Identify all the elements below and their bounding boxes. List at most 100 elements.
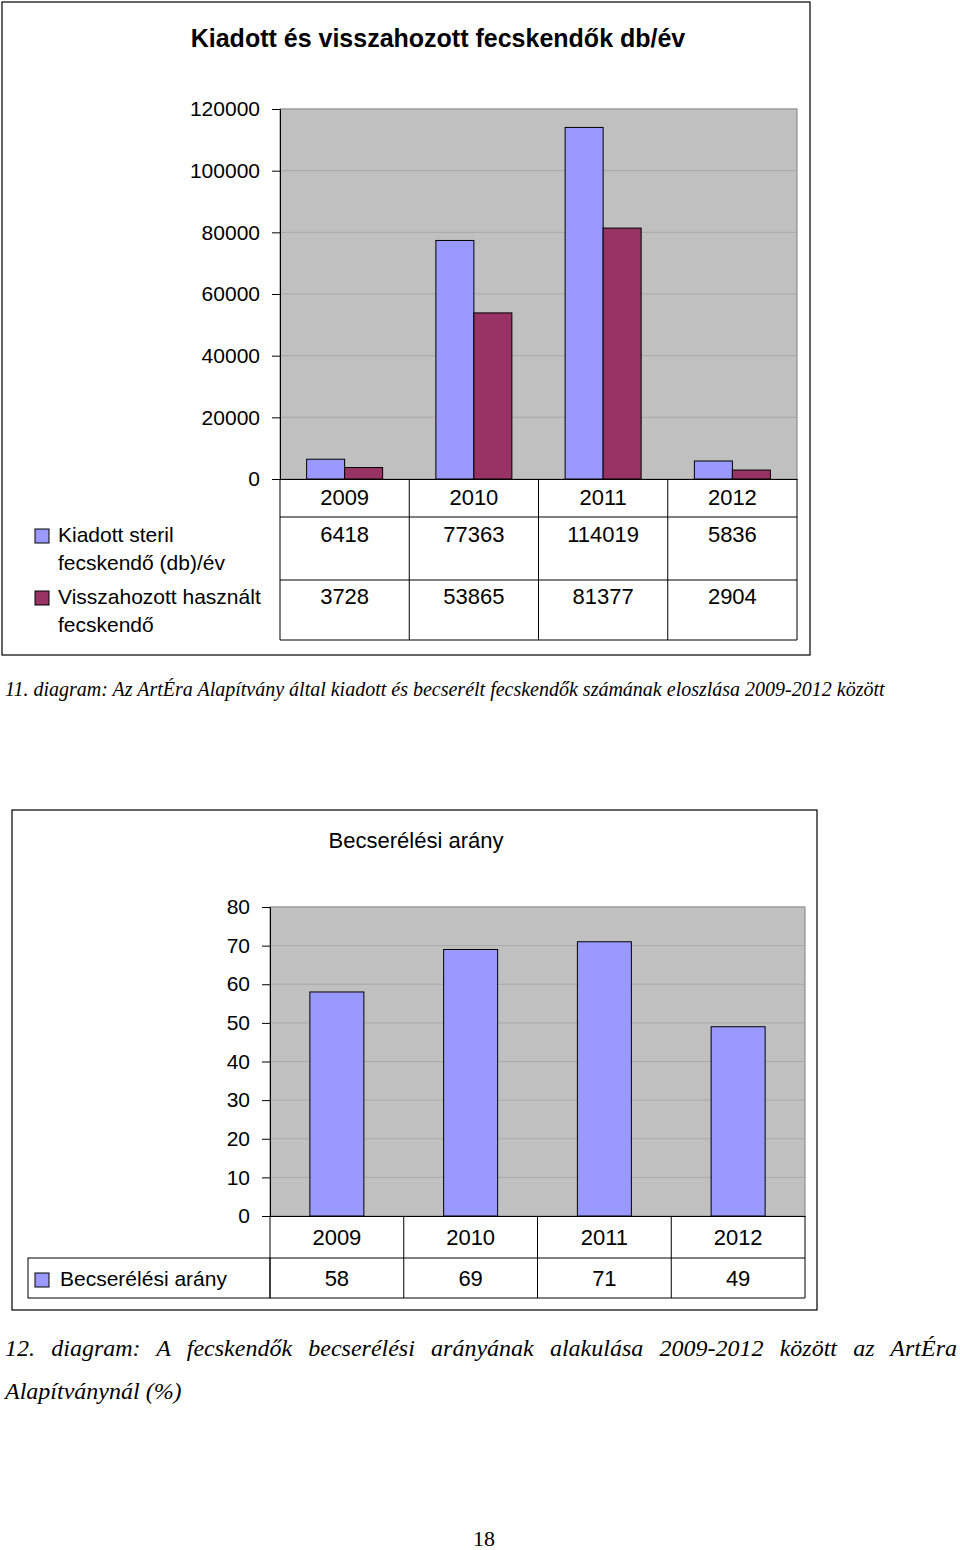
bar [577,942,631,1216]
y-tick-mark [262,1100,270,1101]
plot-area [280,109,797,479]
legend-label: Kiadott sterilfecskendő (db)/év [58,523,225,574]
y-tick: 100000 [190,159,280,182]
x-tick-label: 2011 [579,485,626,510]
y-tick: 0 [238,1204,270,1227]
bar [732,470,770,479]
table-value: 69 [458,1266,482,1291]
grid-line [270,945,805,946]
y-tick-mark [262,1062,270,1063]
x-tick-label: 2012 [708,485,757,510]
y-tick: 40 [227,1050,270,1073]
page: {"chart_data": [ {"type": "bar", "title"… [0,0,960,1550]
y-axis-line [272,110,281,480]
y-tick-label: 30 [227,1088,250,1111]
bars [307,127,771,479]
legend-swatch [35,529,49,543]
y-axis-line [262,908,271,1217]
y-tick-label: 0 [248,467,260,490]
grid-line [270,907,805,908]
grid [280,109,797,479]
y-tick-mark [272,356,280,357]
x-tick: 2011 [579,485,626,510]
page-svg: Kiadott és visszahozott fecskendők db/év… [0,0,960,1550]
y-tick: 60 [227,972,270,995]
grid-line [280,109,797,110]
y-tick: 80000 [202,221,280,244]
y-tick-label: 40000 [202,344,260,367]
y-tick: 10 [227,1166,270,1189]
legend-swatch [35,1273,49,1287]
y-tick-mark [272,232,280,233]
grid-line [280,170,797,171]
table-line [409,479,410,640]
x-tick-label: 2009 [320,485,369,510]
y-tick-label: 50 [227,1011,250,1034]
y-tick-label: 60 [227,972,250,995]
y-tick-label: 100000 [190,159,260,182]
bar [565,127,603,479]
y-axis: 0 20000 40000 60000 80000 100000 120000 [190,97,281,490]
x-tick: 2012 [708,485,757,510]
y-tick-mark [262,1177,270,1178]
y-tick-mark [272,171,280,172]
y-tick: 80 [227,895,270,918]
bar [345,468,383,479]
bar [694,461,732,479]
bar [310,992,364,1216]
table-value: 77363 [443,522,504,547]
y-tick-label: 80 [227,895,250,918]
chart-frame [12,810,817,1310]
bar [436,240,474,479]
x-tick: 2010 [449,485,498,510]
table-value: 2904 [708,584,757,609]
legend-label: Visszahozott használtfecskendő [58,585,261,636]
x-tick-label: 2012 [714,1225,763,1250]
chart-title: Kiadott és visszahozott fecskendők db/év [191,24,686,52]
x-tick: 2009 [320,485,369,510]
table-line [537,1216,538,1298]
y-tick-mark [272,417,280,418]
grid-line [270,984,805,985]
chart-title: Becserélési arány [329,828,504,853]
y-tick: 20000 [202,406,280,429]
y-tick-mark [262,1139,270,1140]
y-tick-mark [272,109,280,110]
x-tick-label: 2011 [581,1225,628,1250]
data-table: 58697149Becserélési arány [28,1216,805,1298]
chart-frame [2,2,810,655]
data-table: 6418773631140195836Kiadott sterilfecsken… [35,479,797,640]
y-tick-mark [262,984,270,985]
x-tick: 2009 [312,1225,361,1250]
bar [603,228,641,479]
grid-line [280,417,797,418]
y-tick-label: 120000 [190,97,260,120]
table-line [538,479,539,640]
table-value: 49 [726,1266,750,1291]
table-line [403,1216,404,1298]
y-tick: 30 [227,1088,270,1111]
y-tick-mark [262,907,270,908]
table-value: 5836 [708,522,757,547]
y-tick-label: 20000 [202,406,260,429]
legend-label: Becserélési arány [60,1267,227,1290]
x-tick-label: 2010 [449,485,498,510]
grid [270,907,805,1216]
x-tick-label: 2010 [446,1225,495,1250]
caption: 12. diagram: A fecskendők becserélési ar… [5,1327,957,1413]
y-tick: 0 [248,467,280,490]
legend-swatch [35,591,49,605]
grid-line [280,355,797,356]
y-tick-label: 60000 [202,282,260,305]
plot-area [270,907,805,1216]
chart: Kiadott és visszahozott fecskendők db/év… [2,2,810,655]
y-tick-label: 10 [227,1166,250,1189]
y-tick: 20 [227,1127,270,1150]
table-line [671,1216,672,1298]
y-tick: 40000 [202,344,280,367]
table-value: 114019 [567,522,639,547]
table-value: 58 [325,1266,349,1291]
y-tick: 70 [227,934,270,957]
caption: 11. diagram: Az ArtÉra Alapítvány által … [5,668,957,711]
table-value: 3728 [320,584,369,609]
